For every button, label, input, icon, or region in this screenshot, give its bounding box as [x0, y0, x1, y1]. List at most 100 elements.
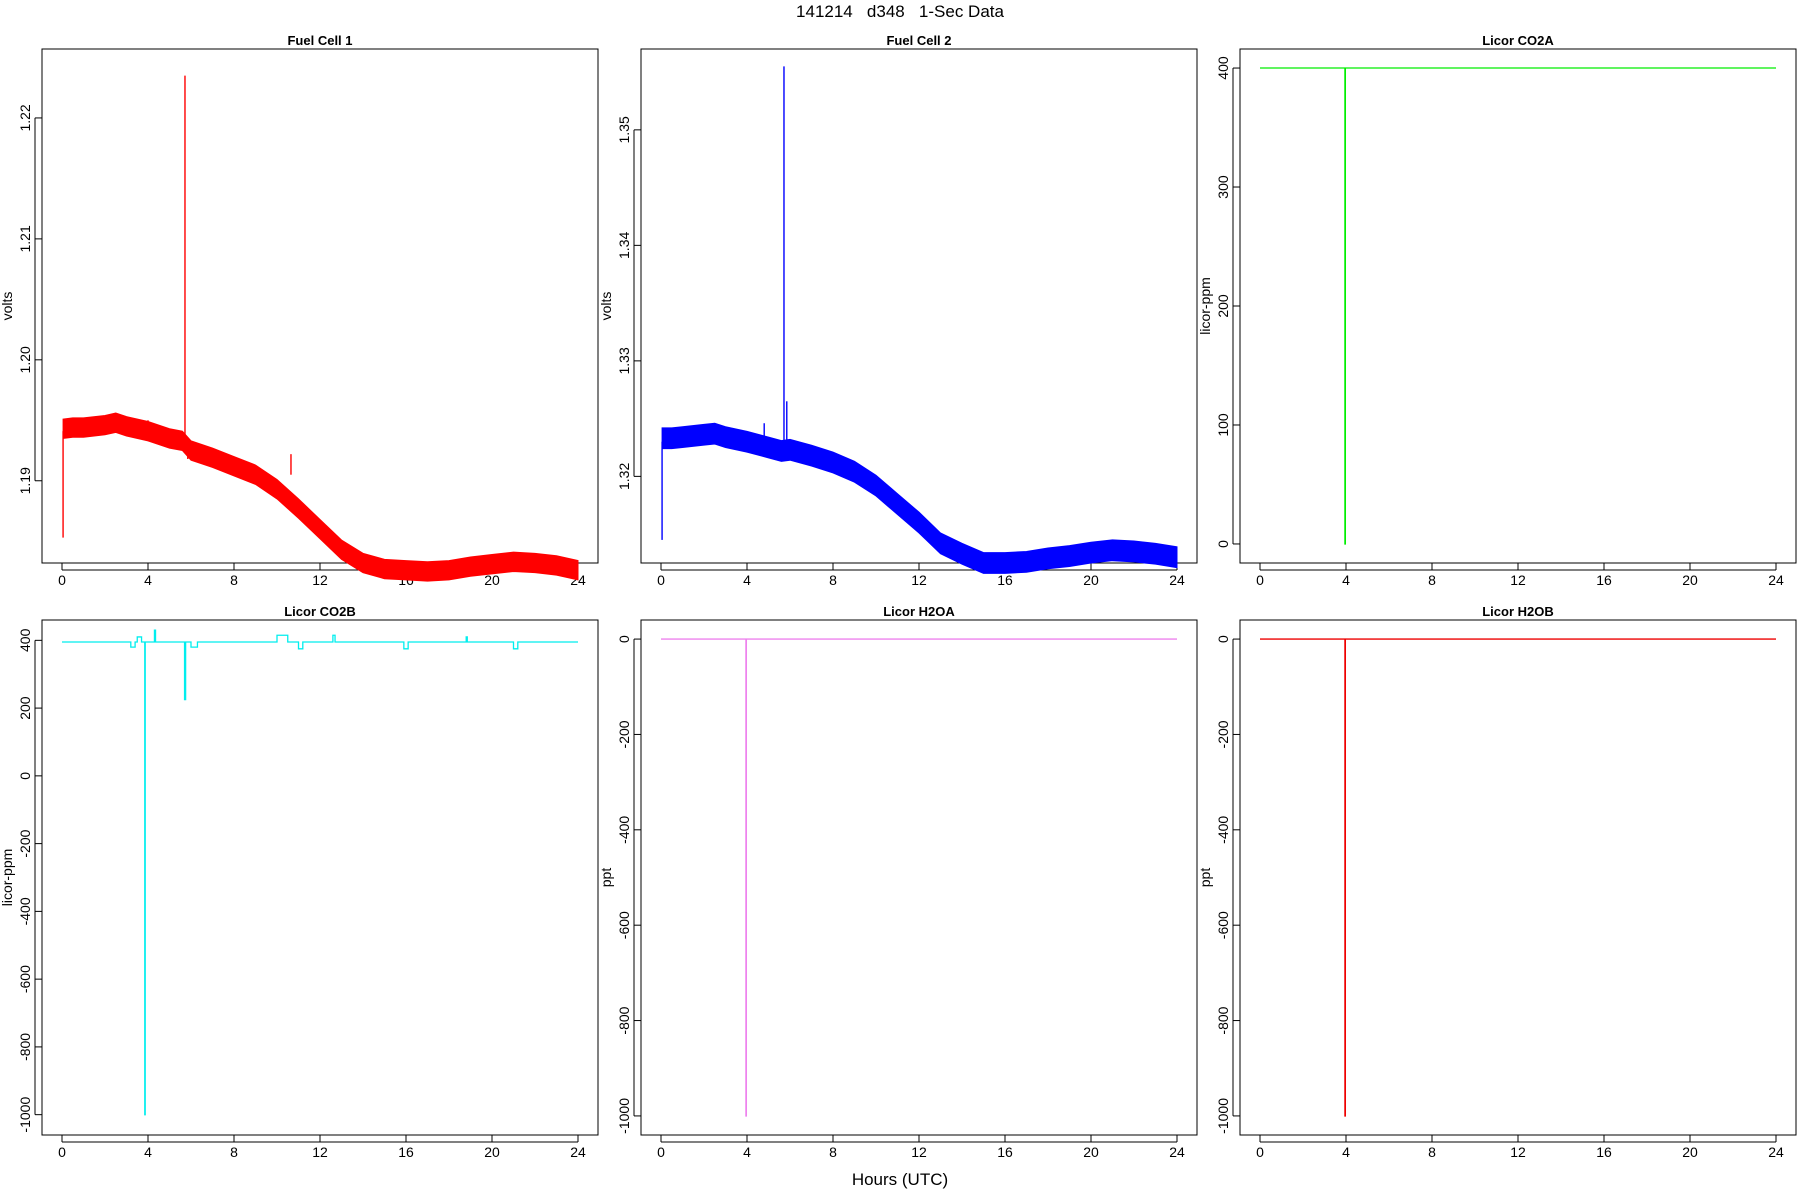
- y-tick-label: -800: [17, 1033, 33, 1061]
- panel-1: Fuel Cell 1volts048121620241.191.201.211…: [0, 33, 599, 588]
- x-tick-label: 8: [829, 572, 837, 588]
- y-tick-label: -800: [616, 1006, 632, 1034]
- x-tick-label: 0: [657, 1144, 665, 1160]
- y-tick-label: 0: [17, 772, 33, 780]
- y-tick-label: 0: [1215, 635, 1231, 643]
- y-tick-label: -400: [17, 897, 33, 925]
- y-tick-label: -600: [17, 965, 33, 993]
- y-tick-label: 400: [1215, 56, 1231, 80]
- y-tick-label: -200: [17, 829, 33, 857]
- panel-title: Licor H2OA: [883, 604, 955, 619]
- series-line: [1260, 67, 1776, 545]
- y-tick-label: 1.33: [616, 347, 632, 374]
- y-tick-label: -200: [616, 720, 632, 748]
- x-tick-label: 0: [58, 572, 66, 588]
- y-axis-label: ppt: [598, 868, 614, 888]
- panel-6: Licor H2OB ppt 0 4 8 12 16 20 24 -1000 -800 -600 -40…: [1197, 604, 1797, 1160]
- y-tick-label: 0: [1215, 540, 1231, 548]
- noise-band: [62, 412, 579, 582]
- x-tick-label: 0: [1256, 572, 1264, 588]
- y-tick-label: 400: [17, 628, 33, 652]
- y-tick-label: -400: [1215, 816, 1231, 844]
- y-tick-label: 1.34: [616, 232, 632, 259]
- y-tick-label: -1000: [616, 1098, 632, 1134]
- y-tick-label: 1.21: [17, 225, 33, 252]
- series-line: [661, 638, 1177, 1117]
- x-tick-label: 8: [1428, 572, 1436, 588]
- series-line: [62, 629, 578, 1116]
- noise-band: [661, 422, 1178, 574]
- y-tick-label: 1.32: [616, 463, 632, 490]
- x-tick-label: 4: [743, 1144, 751, 1160]
- x-tick-label: 12: [1510, 572, 1526, 588]
- plot-frame: [1239, 619, 1797, 1136]
- x-tick-label: 16: [997, 572, 1013, 588]
- x-tick-label: 12: [312, 572, 328, 588]
- plot-frame: [1239, 48, 1797, 564]
- x-tick-label: 16: [1596, 1144, 1612, 1160]
- panel-title: Fuel Cell 2: [886, 33, 951, 48]
- y-tick-label: 1.35: [616, 116, 632, 143]
- x-tick-label: 24: [1768, 1144, 1784, 1160]
- x-tick-label: 16: [1596, 572, 1612, 588]
- y-tick-label: -600: [1215, 911, 1231, 939]
- y-axis-label: licor-ppm: [0, 849, 15, 907]
- x-tick-label: 12: [911, 1144, 927, 1160]
- x-tick-label: 12: [312, 1144, 328, 1160]
- y-tick-label: 1.20: [17, 346, 33, 373]
- y-tick-label: -800: [1215, 1006, 1231, 1034]
- y-tick-label: 200: [17, 696, 33, 720]
- panel-title: Fuel Cell 1: [287, 33, 352, 48]
- x-tick-label: 12: [911, 572, 927, 588]
- x-tick-label: 8: [230, 1144, 238, 1160]
- x-tick-label: 16: [997, 1144, 1013, 1160]
- x-tick-label: 20: [1083, 1144, 1099, 1160]
- panel-3: Licor CO2A licor-ppm 0 4 8 12 16 20 24 0 100 200 300…: [1197, 33, 1797, 588]
- x-tick-label: 24: [570, 1144, 586, 1160]
- panel-title: Licor CO2A: [1482, 33, 1554, 48]
- figure-title: 141214 d348 1-Sec Data: [796, 2, 1004, 21]
- y-tick-label: 300: [1215, 175, 1231, 199]
- y-axis-label: volts: [598, 292, 614, 321]
- y-tick-label: -600: [616, 911, 632, 939]
- panel-4: Licor CO2B licor-ppm 0 4 8 12 16 20 24 -1000 -800 -…: [0, 604, 599, 1160]
- y-tick-label: 100: [1215, 413, 1231, 437]
- y-tick-label: 1.22: [17, 104, 33, 131]
- panel-title: Licor CO2B: [284, 604, 356, 619]
- x-tick-label: 20: [484, 572, 500, 588]
- x-tick-label: 20: [1682, 1144, 1698, 1160]
- panel-2: Fuel Cell 2 volts 0 4 8 12 16 20 24 1.32 1.33 1.34 1…: [598, 33, 1198, 588]
- y-tick-label: -400: [616, 816, 632, 844]
- plot-frame: [640, 619, 1198, 1136]
- x-tick-label: 20: [484, 1144, 500, 1160]
- y-axis-label: volts: [0, 292, 15, 321]
- x-axis-title: Hours (UTC): [851, 1170, 949, 1189]
- x-tick-label: 4: [1342, 572, 1350, 588]
- series-line: [1260, 638, 1776, 1117]
- x-tick-label: 0: [657, 572, 665, 588]
- x-tick-label: 8: [230, 572, 238, 588]
- plot-frame: [41, 619, 599, 1136]
- x-tick-label: 12: [1510, 1144, 1526, 1160]
- y-tick-label: 1.19: [17, 467, 33, 494]
- x-tick-label: 4: [743, 572, 751, 588]
- y-axis-label: ppt: [1197, 868, 1213, 888]
- panel-5: Licor H2OA ppt 0 4 8 12 16 20 24 -1000 -800 -600 -40…: [598, 604, 1198, 1160]
- x-tick-label: 16: [398, 1144, 414, 1160]
- plot-frame: [41, 48, 599, 564]
- x-tick-label: 24: [1768, 572, 1784, 588]
- y-tick-label: -1000: [17, 1097, 33, 1133]
- x-tick-label: 0: [58, 1144, 66, 1160]
- x-tick-label: 8: [1428, 1144, 1436, 1160]
- plot-frame: [640, 48, 1198, 564]
- panel-title: Licor H2OB: [1482, 604, 1554, 619]
- x-tick-label: 4: [1342, 1144, 1350, 1160]
- x-tick-label: 0: [1256, 1144, 1264, 1160]
- y-tick-label: 200: [1215, 294, 1231, 318]
- y-axis-label: licor-ppm: [1197, 277, 1213, 335]
- x-tick-label: 24: [1169, 1144, 1185, 1160]
- x-tick-label: 8: [829, 1144, 837, 1160]
- y-tick-label: -1000: [1215, 1098, 1231, 1134]
- x-tick-label: 20: [1682, 572, 1698, 588]
